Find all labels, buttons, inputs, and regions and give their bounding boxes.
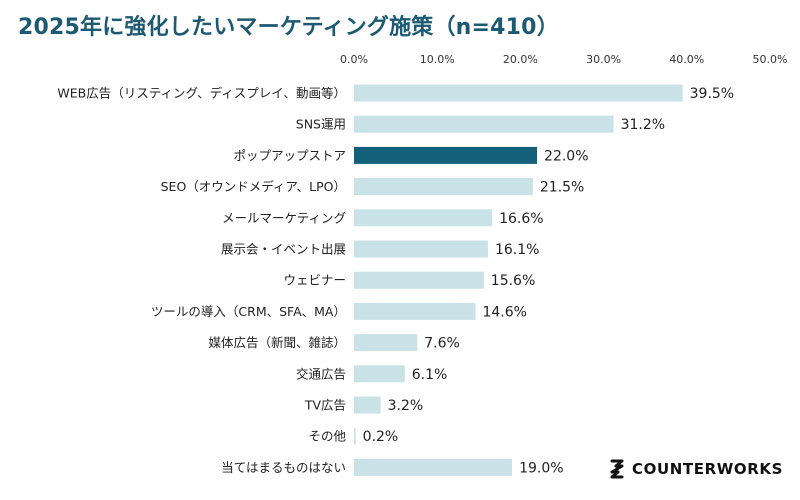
x-tick-label: 0.0% bbox=[340, 53, 368, 66]
category-label: メールマーケティング bbox=[222, 210, 346, 225]
value-label: 14.6% bbox=[482, 304, 526, 320]
x-axis-ticks: 0.0% 10.0% 20.0% 30.0% 40.0% 50.0% bbox=[340, 53, 787, 66]
value-label: 7.6% bbox=[424, 336, 460, 352]
x-tick-label: 40.0% bbox=[669, 53, 704, 66]
bar bbox=[354, 302, 476, 320]
value-label: 21.5% bbox=[540, 180, 584, 196]
bars bbox=[354, 84, 683, 476]
category-label: 展示会・イベント出展 bbox=[221, 242, 346, 257]
category-label: 当てはまるものはない bbox=[221, 460, 346, 475]
bar bbox=[354, 365, 405, 383]
bar bbox=[354, 271, 484, 289]
category-label: 媒体広告（新聞、雑誌） bbox=[208, 335, 346, 350]
category-label: ウェビナー bbox=[283, 273, 346, 288]
category-label: 交通広告 bbox=[296, 366, 346, 381]
x-tick-label: 20.0% bbox=[503, 53, 538, 66]
value-label: 15.6% bbox=[491, 273, 535, 289]
bar bbox=[354, 396, 381, 414]
value-labels: 39.5% 31.2% 22.0% 21.5% 16.6% 16.1% 15.6% 14.6%… bbox=[363, 86, 734, 476]
value-label: 19.0% bbox=[519, 460, 563, 476]
category-label: ツールの導入（CRM、SFA、MA） bbox=[151, 304, 346, 319]
category-label: WEB広告（リスティング、ディスプレイ、動画等） bbox=[57, 86, 346, 101]
value-label: 16.1% bbox=[495, 242, 539, 258]
value-label: 39.5% bbox=[690, 86, 734, 102]
value-label: 3.2% bbox=[388, 398, 424, 414]
x-tick-label: 30.0% bbox=[586, 53, 621, 66]
bar bbox=[354, 458, 513, 476]
bar bbox=[354, 209, 493, 227]
category-label: TV広告 bbox=[304, 398, 346, 413]
counterworks-logo-icon bbox=[610, 459, 624, 479]
category-label: その他 bbox=[308, 429, 346, 444]
category-label: SEO（オウンドメディア、LPO） bbox=[161, 179, 346, 194]
bar bbox=[354, 427, 356, 445]
brand-logo: COUNTERWORKS bbox=[610, 458, 783, 480]
brand-name: COUNTERWORKS bbox=[632, 460, 783, 478]
category-label: ポップアップストア bbox=[233, 148, 346, 163]
value-label: 0.2% bbox=[363, 429, 399, 445]
bar bbox=[354, 84, 683, 102]
x-tick-label: 50.0% bbox=[753, 53, 788, 66]
x-tick-label: 10.0% bbox=[420, 53, 455, 66]
value-label: 16.6% bbox=[499, 211, 543, 227]
bar bbox=[354, 334, 418, 352]
value-label: 31.2% bbox=[621, 117, 665, 133]
bar bbox=[354, 240, 488, 258]
value-label: 6.1% bbox=[412, 367, 448, 383]
chart-title: 2025年に強化したいマーケティング施策（n=410） bbox=[18, 15, 559, 40]
value-label: 22.0% bbox=[544, 148, 588, 164]
bar bbox=[354, 146, 538, 164]
bar bbox=[354, 115, 614, 133]
category-label: SNS運用 bbox=[296, 117, 346, 132]
bar bbox=[354, 178, 533, 196]
